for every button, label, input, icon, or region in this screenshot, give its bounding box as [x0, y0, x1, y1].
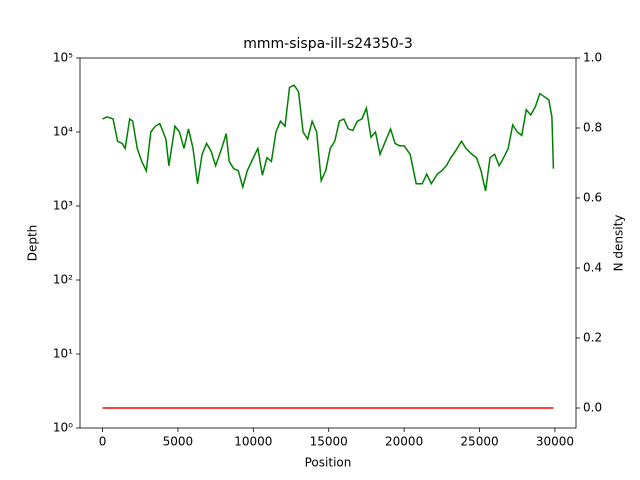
y2-tick-label: 0.6: [583, 191, 602, 205]
y-axis-label: Depth: [26, 225, 40, 262]
chart-title: mmm-sispa-ill-s24350-3: [243, 36, 412, 52]
x-tick-label: 25000: [460, 435, 498, 449]
y2-tick-label: 1.0: [583, 51, 602, 65]
x-tick-label: 0: [99, 435, 107, 449]
y2-tick-label: 0.8: [583, 121, 602, 135]
y-tick-label: 10³: [53, 199, 73, 213]
y2-tick-label: 0.4: [583, 261, 602, 275]
y-tick-label: 10⁵: [53, 51, 73, 65]
y2-tick-label: 0.0: [583, 401, 602, 415]
data-line: [102, 84, 555, 192]
x-tick-label: 20000: [385, 435, 423, 449]
y-tick-label: 10⁰: [53, 421, 73, 435]
x-tick-label: 5000: [163, 435, 194, 449]
y2-tick-label: 0.2: [583, 331, 602, 345]
plot-frame: [79, 57, 577, 429]
x-tick-label: 10000: [234, 435, 272, 449]
x-axis-label: Position: [305, 456, 352, 470]
y-tick-label: 10¹: [53, 347, 73, 361]
y-tick-label: 10²: [53, 273, 73, 287]
y-tick-label: 10⁴: [53, 125, 73, 139]
x-tick-label: 30000: [536, 435, 574, 449]
y2-axis-label: N density: [612, 215, 626, 272]
x-tick-label: 15000: [310, 435, 348, 449]
